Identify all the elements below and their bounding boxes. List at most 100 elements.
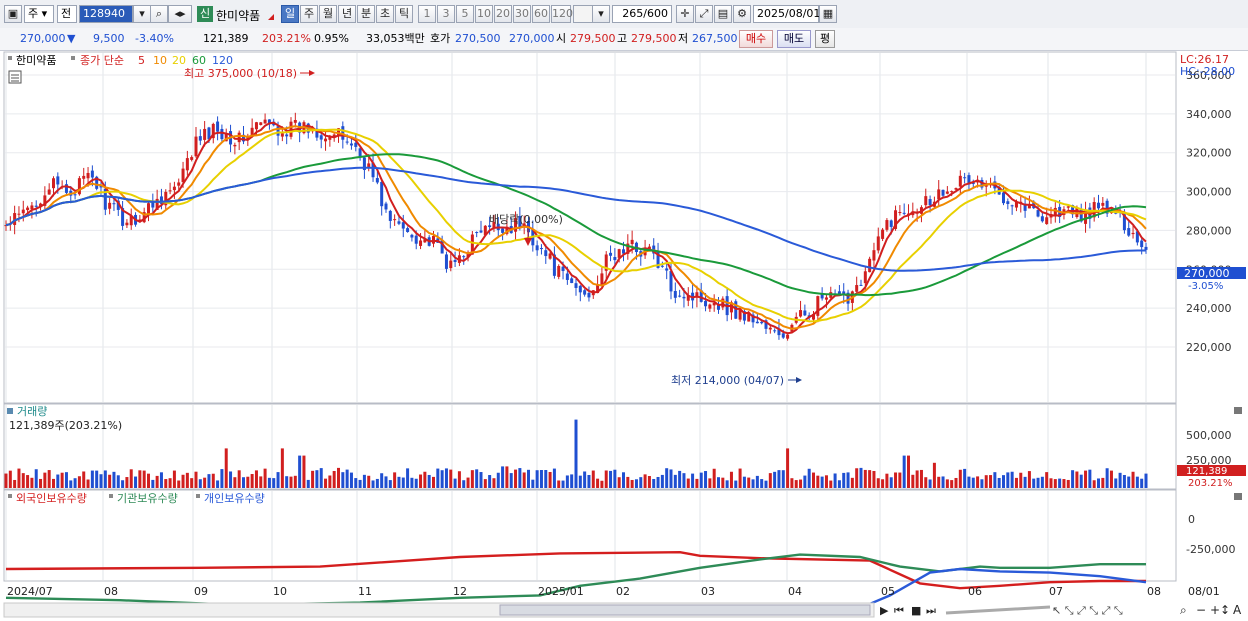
volume-bar [984,475,988,488]
volume-bar [198,479,202,488]
x-axis-right-label: 08/01 [1188,585,1220,598]
code-dropdown-icon[interactable]: ▾ [133,5,151,23]
calendar-icon[interactable]: ▦ [819,5,837,23]
candle-body [760,321,764,324]
candle-body [799,310,803,317]
interval-20-button[interactable]: 20 [494,5,512,23]
candle-body [678,295,682,297]
candle-body [194,136,198,157]
volume-bar [660,474,664,488]
volume-bar [742,476,746,488]
drawing-tool-icon[interactable]: ⤢ [695,5,713,23]
candle-body [1084,209,1088,224]
zoom-out-icon[interactable]: ⌕ [1180,603,1187,617]
count-field[interactable]: 265/600 [612,5,672,23]
chart-settings-icon[interactable] [8,70,22,84]
scroll-start-icon[interactable]: ⏮ [894,604,904,617]
period-tick-button[interactable]: 틱 [395,5,413,23]
volume-bar [928,479,932,488]
scroll-right-icon[interactable]: ▶ [880,604,889,617]
evaluate-button[interactable]: 평 [815,30,835,48]
volume-bar [1071,470,1075,488]
plus-icon[interactable]: + [1210,603,1220,617]
candle-body [142,212,146,223]
save-icon[interactable]: ▤ [714,5,732,23]
candle-body [419,240,423,246]
candle-body [393,219,397,221]
price-y-tick: 220,000 [1186,341,1232,354]
interval-30-button[interactable]: 30 [513,5,531,23]
volume-bar [488,475,492,488]
chart-type-select[interactable]: 주 ▾ [24,5,54,23]
candle-body [544,250,548,257]
volume-bar [419,474,423,488]
candle-body [889,220,893,227]
period-second-button[interactable]: 초 [376,5,394,23]
candle-body [872,250,876,261]
volume-bar [1014,477,1018,488]
window-menu-icon[interactable]: ▣ [4,5,22,23]
panel-close-icon[interactable] [1234,407,1242,414]
minus-icon[interactable]: − [1196,603,1206,617]
volume-bar [812,472,815,488]
interval-5-button[interactable]: 5 [456,5,474,23]
hc-label: HC:-28.00 [1180,65,1235,78]
drawing-tools-icon[interactable]: ↖ ⤡ ⤢ ⤡ ⤢ ⤡ [1052,604,1123,617]
interval-120-button[interactable]: 120 [551,5,573,23]
volume-bar [427,474,431,488]
font-size-icon[interactable]: A [1233,603,1242,617]
gear-icon[interactable]: ⚙ [733,5,751,23]
interval-3-button[interactable]: 3 [437,5,455,23]
volume-bar [103,470,107,488]
candle-body [17,213,21,215]
volume-bar [492,478,496,488]
interval-60-button[interactable]: 60 [532,5,550,23]
prev-button[interactable]: 전 [57,5,77,23]
panel-close-icon[interactable] [1234,493,1242,500]
volume-bar [708,478,712,488]
period-minute-button[interactable]: 분 [357,5,375,23]
vertical-expand-icon[interactable]: ↕ [1220,603,1230,617]
volume-bar [47,470,51,488]
search-icon[interactable]: ⌕ [150,5,168,23]
sell-button[interactable]: 매도 [777,30,811,48]
volume-bar [1062,479,1066,488]
volume-bar [397,476,401,488]
stop-icon[interactable]: ■ [911,604,921,617]
volume-bar [254,470,258,488]
interval-10-button[interactable]: 10 [475,5,493,23]
candle-body [963,177,967,179]
candle-body [747,312,751,322]
crosshair-icon[interactable]: ✛ [676,5,694,23]
volume-bar [725,480,729,488]
candle-body [259,122,263,125]
stock-chart[interactable]: 360,000340,000320,000300,000280,000260,0… [0,51,1248,621]
volume-ratio: 203.21% [262,32,311,45]
volume-bar [721,477,725,488]
interval-dropdown-icon[interactable]: ▾ [592,5,610,23]
candle-body [617,249,621,258]
buy-button[interactable]: 매수 [739,30,773,48]
scroll-end-icon[interactable]: ⏭ [926,604,936,617]
candle-body [868,258,872,273]
period-year-button[interactable]: 년 [338,5,356,23]
scrollbar-thumb[interactable] [499,604,871,616]
interval-1-button[interactable]: 1 [418,5,436,23]
volume-bar [1058,478,1062,488]
candle-body [224,133,228,142]
period-day-button[interactable]: 일 [281,5,299,23]
stock-code-input[interactable]: 128940 [79,5,133,23]
volume-bar [773,471,777,488]
period-week-button[interactable]: 주 [300,5,318,23]
count-total: /600 [643,7,668,20]
prev-next-stock-icon[interactable]: ◂▸ [168,5,192,23]
volume-bar [341,472,345,488]
candle-body [129,215,133,226]
period-month-button[interactable]: 월 [319,5,337,23]
date-input[interactable]: 2025/08/01 [753,5,820,23]
volume-bar [337,467,340,488]
candle-body [1135,231,1139,243]
zoom-slider[interactable] [945,605,1051,615]
candle-body [168,190,172,192]
volume-bar [712,468,716,488]
